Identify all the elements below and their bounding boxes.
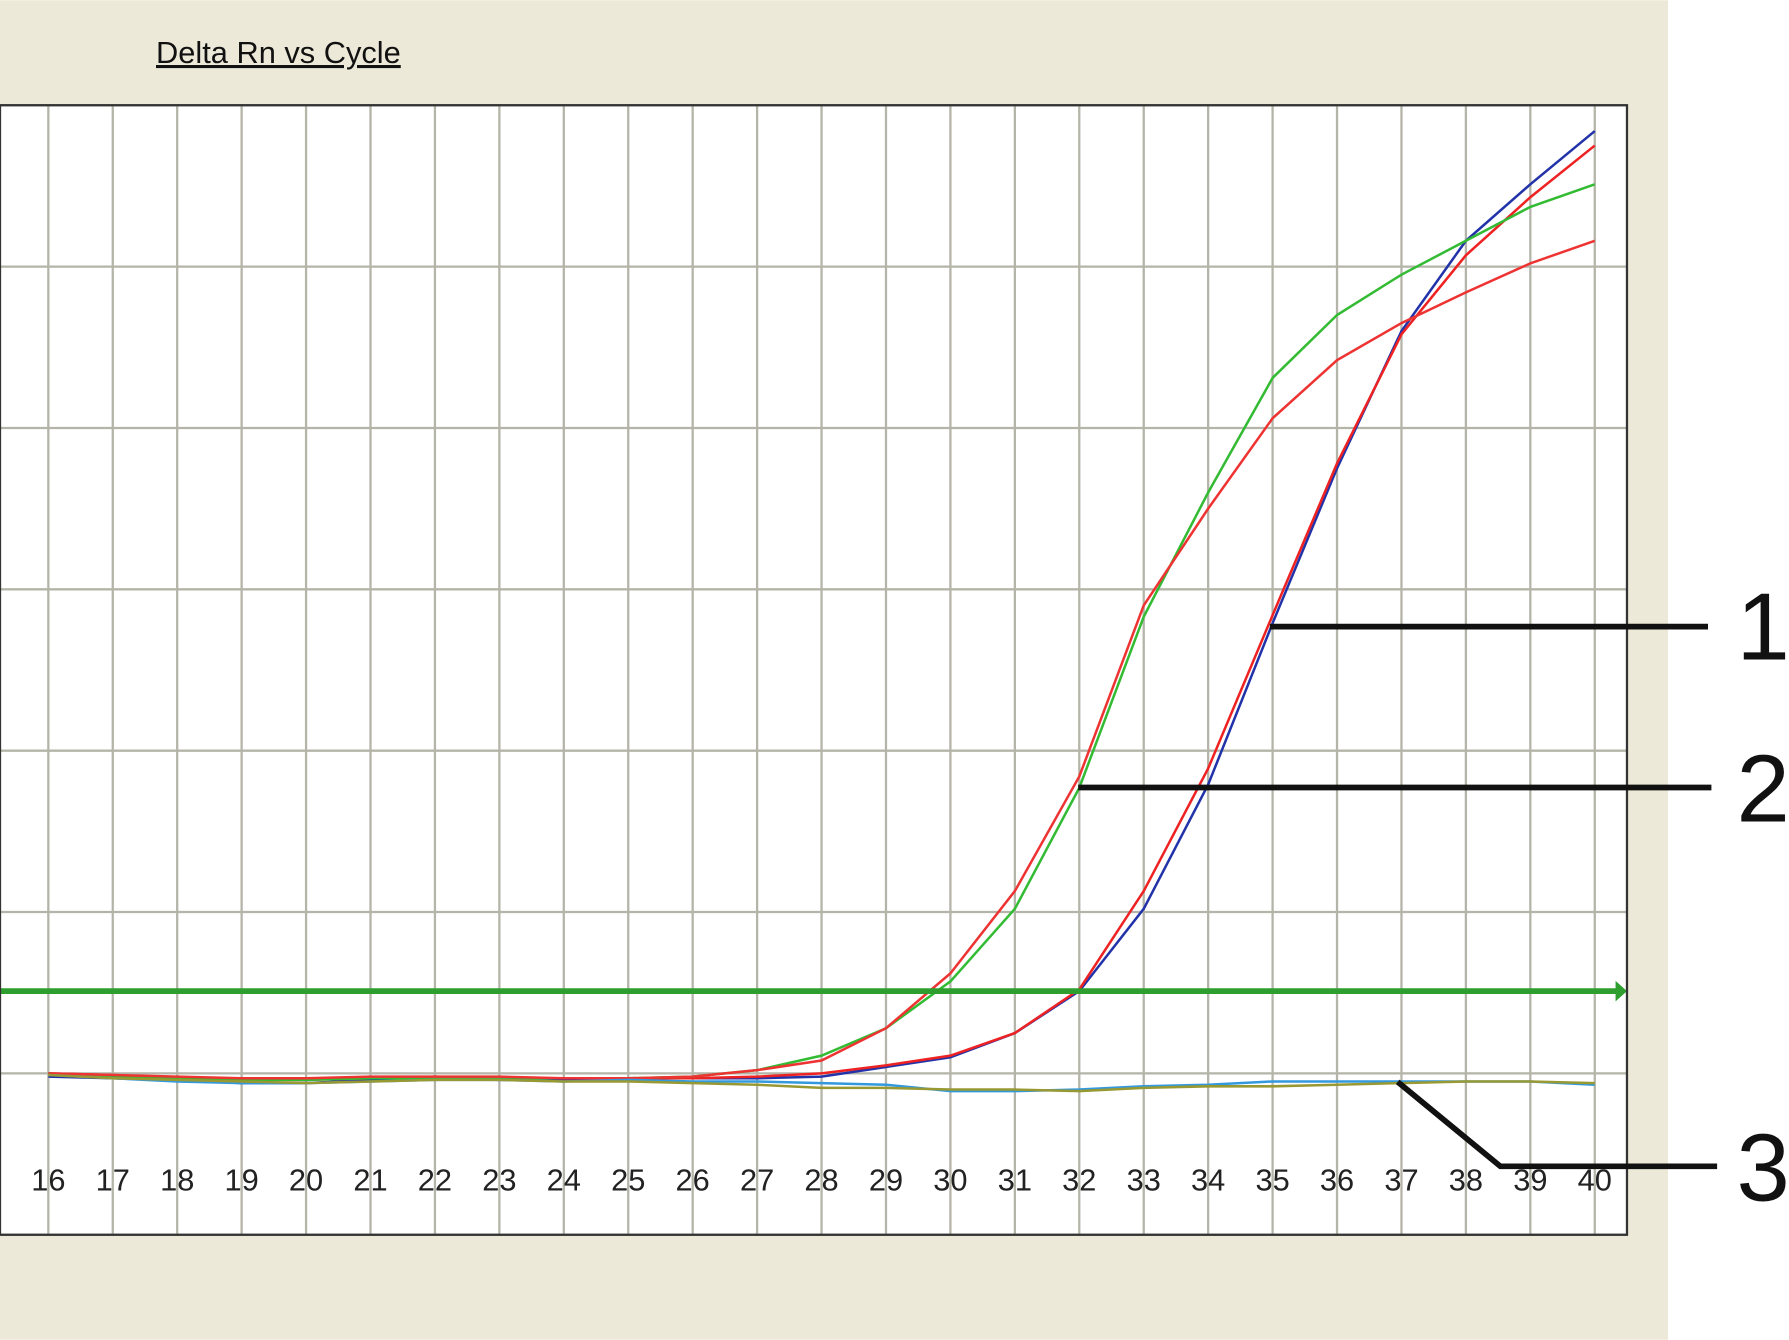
x-tick-label: 32 [1062,1162,1096,1197]
x-tick-label: 19 [224,1162,258,1197]
x-tick-label: 30 [933,1162,967,1197]
x-tick-label: 25 [611,1162,645,1197]
x-tick-label: 27 [740,1162,774,1197]
x-tick-label: 34 [1191,1162,1225,1197]
x-tick-label: 22 [418,1162,452,1197]
x-tick-label: 29 [869,1162,903,1197]
x-tick-label: 26 [676,1162,710,1197]
leader-line [1395,1079,1718,1170]
x-tick-label: 36 [1320,1162,1354,1197]
x-tick-label: 16 [31,1162,65,1197]
x-tick-label: 18 [160,1162,194,1197]
plot-border [0,104,1629,1236]
x-tick-label: 38 [1449,1162,1483,1197]
series-line [48,1073,1595,1093]
x-tick-label: 17 [96,1162,130,1197]
series-lines [0,130,1627,1093]
x-tick-label: 37 [1384,1162,1418,1197]
x-tick-label: 31 [998,1162,1032,1197]
chart-title: Delta Rn vs Cycle [156,35,401,70]
x-tick-label: 23 [482,1162,516,1197]
series-line [48,183,1596,1082]
x-tick-label: 35 [1255,1162,1289,1197]
series-line [48,239,1596,1080]
annotation-label: 2 [1737,736,1789,843]
annotations [1078,623,1718,1170]
x-tick-label: 21 [353,1162,387,1197]
x-tick-label: 24 [547,1162,581,1197]
annotation-label: 1 [1737,574,1789,681]
x-tick-label: 33 [1127,1162,1161,1197]
x-tick-label: 28 [804,1162,838,1197]
plot-area [0,105,1627,1235]
threshold-arrow [1615,980,1627,1002]
x-tick-label: 20 [289,1162,323,1197]
annotation-label: 3 [1737,1115,1789,1222]
